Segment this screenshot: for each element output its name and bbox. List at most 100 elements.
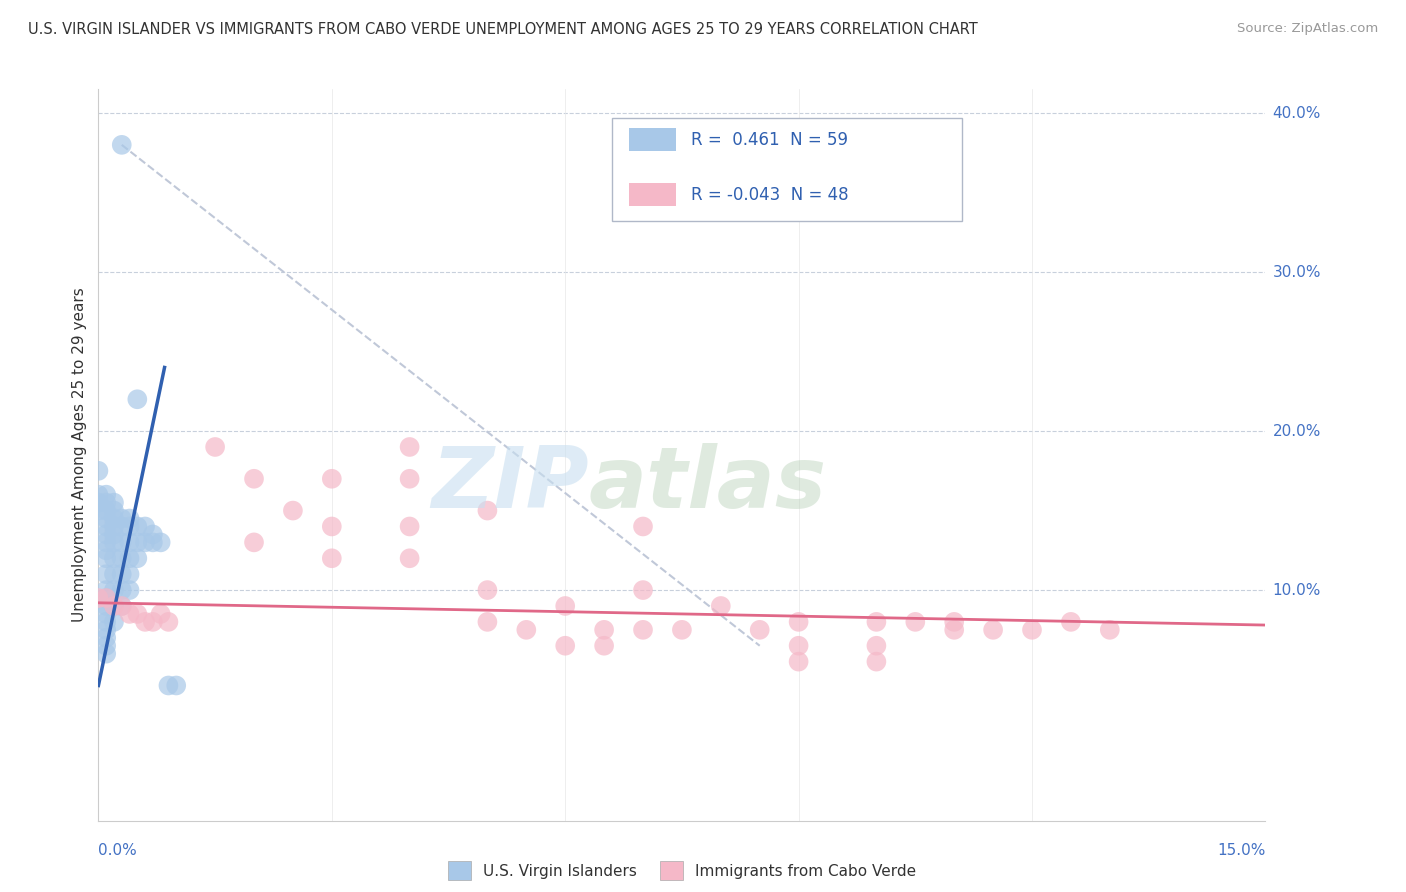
Y-axis label: Unemployment Among Ages 25 to 29 years: Unemployment Among Ages 25 to 29 years [72,287,87,623]
Point [96,527,118,541]
Point [204,440,226,454]
Text: U.S. VIRGIN ISLANDER VS IMMIGRANTS FROM CABO VERDE UNEMPLOYMENT AMONG AGES 25 TO: U.S. VIRGIN ISLANDER VS IMMIGRANTS FROM … [28,22,977,37]
Text: R =  0.461  N = 59: R = 0.461 N = 59 [692,130,848,149]
Point [103,567,125,582]
Point [103,615,125,629]
Point [96,599,118,613]
Point [127,519,149,533]
Text: Source: ZipAtlas.com: Source: ZipAtlas.com [1237,22,1378,36]
Point [111,551,134,566]
Point [103,599,125,613]
Point [157,615,180,629]
Point [243,535,266,549]
Point [865,655,887,669]
Point [981,623,1004,637]
Point [149,535,172,549]
Point [96,551,118,566]
Point [96,543,118,558]
Point [865,639,887,653]
Point [87,488,110,502]
Point [118,519,141,533]
Point [149,607,172,621]
Point [96,607,118,621]
Point [111,137,134,152]
Text: 10.0%: 10.0% [1272,582,1320,598]
Point [103,495,125,509]
Point [1060,615,1083,629]
Point [111,599,134,613]
Point [96,511,118,525]
Point [111,567,134,582]
Point [96,623,118,637]
Point [554,599,576,613]
Point [787,655,810,669]
Point [142,615,165,629]
Point [243,472,266,486]
Point [134,535,156,549]
Point [943,623,966,637]
Point [321,519,343,533]
Point [671,623,693,637]
Point [111,583,134,598]
Point [398,440,420,454]
Point [321,551,343,566]
Point [96,647,118,661]
Legend: U.S. Virgin Islanders, Immigrants from Cabo Verde: U.S. Virgin Islanders, Immigrants from C… [441,855,922,886]
Point [96,535,118,549]
Point [118,551,141,566]
Point [111,599,134,613]
Point [111,519,134,533]
Point [118,607,141,621]
Text: 40.0%: 40.0% [1272,105,1320,120]
Point [477,615,499,629]
Point [865,615,887,629]
Point [118,567,141,582]
Point [710,599,733,613]
Point [103,535,125,549]
Point [96,615,118,629]
Text: 30.0%: 30.0% [1272,265,1320,279]
Point [142,527,165,541]
Point [554,639,576,653]
Point [87,495,110,509]
Point [477,583,499,598]
Point [165,678,187,692]
Point [96,503,118,517]
Point [134,615,156,629]
Text: atlas: atlas [589,442,827,525]
Point [1021,623,1043,637]
Point [96,639,118,653]
Point [96,583,118,598]
Text: R = -0.043  N = 48: R = -0.043 N = 48 [692,186,849,203]
Point [631,623,654,637]
Point [477,503,499,517]
Text: ZIP: ZIP [430,442,589,525]
Point [515,623,537,637]
Point [127,551,149,566]
Point [103,551,125,566]
Point [631,519,654,533]
Point [96,488,118,502]
Point [1098,623,1121,637]
Point [96,567,118,582]
Point [157,678,180,692]
Point [398,519,420,533]
Point [96,631,118,645]
Point [87,503,110,517]
Point [321,472,343,486]
Point [103,511,125,525]
Bar [630,183,676,206]
Point [787,615,810,629]
Bar [630,128,676,152]
Text: 15.0%: 15.0% [1218,843,1265,858]
Point [943,615,966,629]
Point [111,511,134,525]
Text: 20.0%: 20.0% [1272,424,1320,439]
Point [142,535,165,549]
Point [593,623,616,637]
Point [281,503,304,517]
Point [96,495,118,509]
Point [103,519,125,533]
Point [103,583,125,598]
Point [631,583,654,598]
